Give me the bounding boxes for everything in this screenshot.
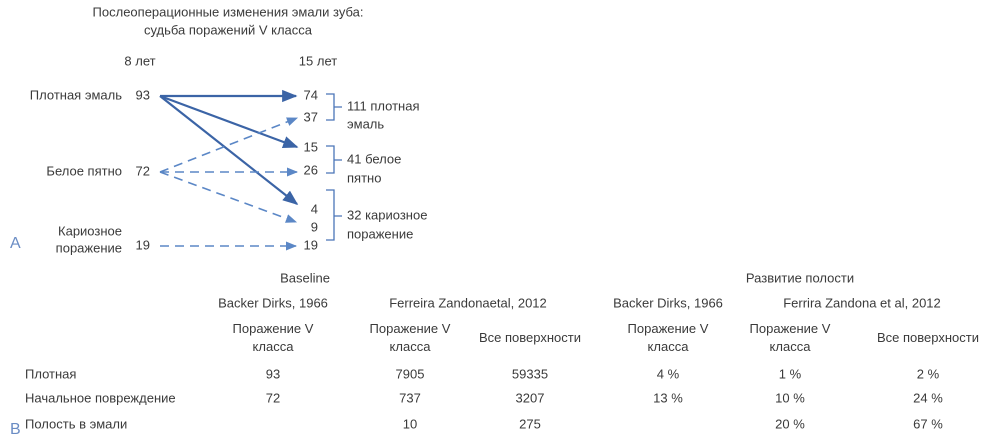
group-header: Развитие полости xyxy=(745,270,855,286)
solid-arrows xyxy=(159,89,299,205)
row-label: Полость в эмали xyxy=(25,416,128,432)
cell: 10 % xyxy=(775,390,805,406)
node-value: 19 xyxy=(304,237,318,252)
node-label: Плотная эмаль xyxy=(30,87,122,102)
panel-label: B xyxy=(10,421,21,438)
cell: 737 xyxy=(399,390,421,406)
node-value: 37 xyxy=(304,109,318,124)
node-value: 9 xyxy=(311,219,318,234)
cell: 2 % xyxy=(916,366,940,382)
column-header: Поражение V класса xyxy=(232,321,314,354)
node-value: 19 xyxy=(136,237,150,252)
node-label: Кариозное xyxy=(58,223,122,238)
column-header: Поражение V класса xyxy=(369,321,451,354)
study-header: Backer Dirks, 1966 xyxy=(218,295,328,311)
column-header: Поражение V класса xyxy=(749,321,831,354)
row-label: Начальное повреждение xyxy=(25,390,176,406)
study-header: Backer Dirks, 1966 xyxy=(613,295,723,311)
cell: 1 % xyxy=(778,366,802,382)
cell: 10 xyxy=(402,416,418,432)
cell: 59335 xyxy=(511,366,549,382)
node-value: 93 xyxy=(136,87,150,102)
cell: 275 xyxy=(519,416,541,432)
cell: 67 % xyxy=(913,416,943,432)
group-label: эмаль xyxy=(347,116,384,131)
cell: 3207 xyxy=(515,390,545,406)
row-label: Плотная xyxy=(25,366,77,382)
cell: 20 % xyxy=(775,416,805,432)
column-header: Все поверхности xyxy=(877,330,979,345)
node-value: 15 xyxy=(304,139,318,154)
column-header: Поражение V класса xyxy=(627,321,709,354)
cell: 4 % xyxy=(656,366,680,382)
panel-label: A xyxy=(10,235,21,252)
dashed-arrows xyxy=(159,117,299,251)
group-label: пятно xyxy=(347,170,381,185)
title-line: Послеоперационные изменения эмали зуба: xyxy=(93,4,364,19)
column-header: Все поверхности xyxy=(479,330,581,345)
study-header: Ferrira Zandona et al, 2012 xyxy=(783,295,941,311)
node-value: 4 xyxy=(311,201,318,216)
group-header: Baseline xyxy=(280,270,330,286)
cell: 7905 xyxy=(395,366,425,382)
column-header: 8 лет xyxy=(124,53,155,68)
node-label: Белое пятно xyxy=(46,163,122,178)
group-label: 32 кариозное xyxy=(347,207,427,222)
node-value: 74 xyxy=(304,87,318,102)
group-label: 41 белое xyxy=(347,151,401,166)
title-line: судьба поражений V класса xyxy=(144,22,313,37)
group-label: поражение xyxy=(347,226,413,241)
node-value: 26 xyxy=(304,162,318,177)
cell: 24 % xyxy=(913,390,943,406)
cell: 13 % xyxy=(653,390,683,406)
column-header: 15 лет xyxy=(299,53,337,68)
cell: 93 xyxy=(265,366,281,382)
node-label: поражение xyxy=(56,240,122,255)
node-value: 72 xyxy=(136,163,150,178)
brackets xyxy=(326,93,342,241)
cell: 72 xyxy=(265,390,281,406)
group-label: 111 плотная xyxy=(347,98,420,113)
study-header: Ferreira Zandonaetal, 2012 xyxy=(389,295,547,311)
